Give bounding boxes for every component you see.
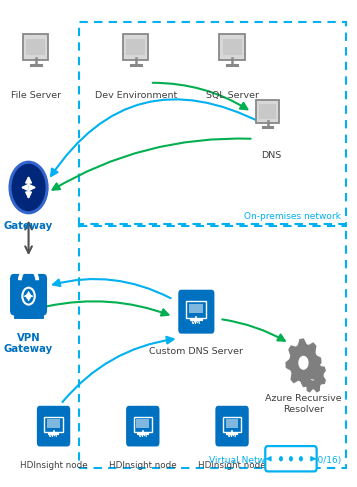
Text: HDInsight node: HDInsight node bbox=[20, 461, 87, 470]
Text: On-premises network: On-premises network bbox=[244, 212, 341, 221]
Circle shape bbox=[22, 288, 35, 304]
FancyBboxPatch shape bbox=[37, 406, 70, 447]
FancyBboxPatch shape bbox=[186, 301, 206, 318]
FancyBboxPatch shape bbox=[215, 406, 249, 447]
Circle shape bbox=[10, 162, 47, 213]
FancyBboxPatch shape bbox=[26, 39, 45, 55]
Circle shape bbox=[279, 456, 283, 462]
Text: HDInsight node: HDInsight node bbox=[198, 461, 266, 470]
Polygon shape bbox=[301, 359, 325, 392]
Circle shape bbox=[298, 356, 308, 370]
FancyBboxPatch shape bbox=[136, 419, 149, 428]
FancyBboxPatch shape bbox=[178, 290, 215, 334]
FancyBboxPatch shape bbox=[47, 419, 60, 428]
FancyBboxPatch shape bbox=[126, 406, 160, 447]
Text: VM: VM bbox=[138, 433, 148, 438]
Text: Custom DNS Server: Custom DNS Server bbox=[149, 347, 243, 356]
FancyBboxPatch shape bbox=[123, 34, 149, 60]
FancyBboxPatch shape bbox=[219, 34, 245, 60]
FancyBboxPatch shape bbox=[256, 99, 279, 123]
Text: HDInsight node: HDInsight node bbox=[109, 461, 177, 470]
Text: Dev Environment: Dev Environment bbox=[95, 91, 177, 100]
Circle shape bbox=[289, 456, 293, 462]
Text: Azure Recursive
Resolver: Azure Recursive Resolver bbox=[265, 394, 342, 414]
FancyBboxPatch shape bbox=[44, 416, 63, 432]
FancyBboxPatch shape bbox=[126, 39, 145, 55]
Text: SQL Server: SQL Server bbox=[206, 91, 258, 100]
Text: Virtual Network (10.0.0.0/16): Virtual Network (10.0.0.0/16) bbox=[209, 456, 341, 465]
Text: DNS: DNS bbox=[261, 151, 281, 160]
FancyBboxPatch shape bbox=[222, 39, 242, 55]
Text: VM: VM bbox=[191, 320, 201, 325]
FancyBboxPatch shape bbox=[223, 416, 241, 432]
Text: VPN
Gateway: VPN Gateway bbox=[4, 333, 53, 354]
Circle shape bbox=[310, 370, 317, 380]
FancyBboxPatch shape bbox=[189, 304, 203, 313]
Text: VM: VM bbox=[49, 433, 59, 438]
FancyBboxPatch shape bbox=[226, 419, 238, 428]
Polygon shape bbox=[286, 339, 321, 387]
Text: VM: VM bbox=[227, 433, 237, 438]
FancyBboxPatch shape bbox=[23, 34, 49, 60]
FancyBboxPatch shape bbox=[10, 274, 47, 316]
FancyBboxPatch shape bbox=[134, 416, 152, 432]
FancyBboxPatch shape bbox=[265, 446, 317, 471]
Text: Gateway: Gateway bbox=[4, 221, 53, 231]
Text: File Server: File Server bbox=[11, 91, 61, 100]
Circle shape bbox=[299, 456, 303, 462]
FancyBboxPatch shape bbox=[259, 104, 276, 118]
